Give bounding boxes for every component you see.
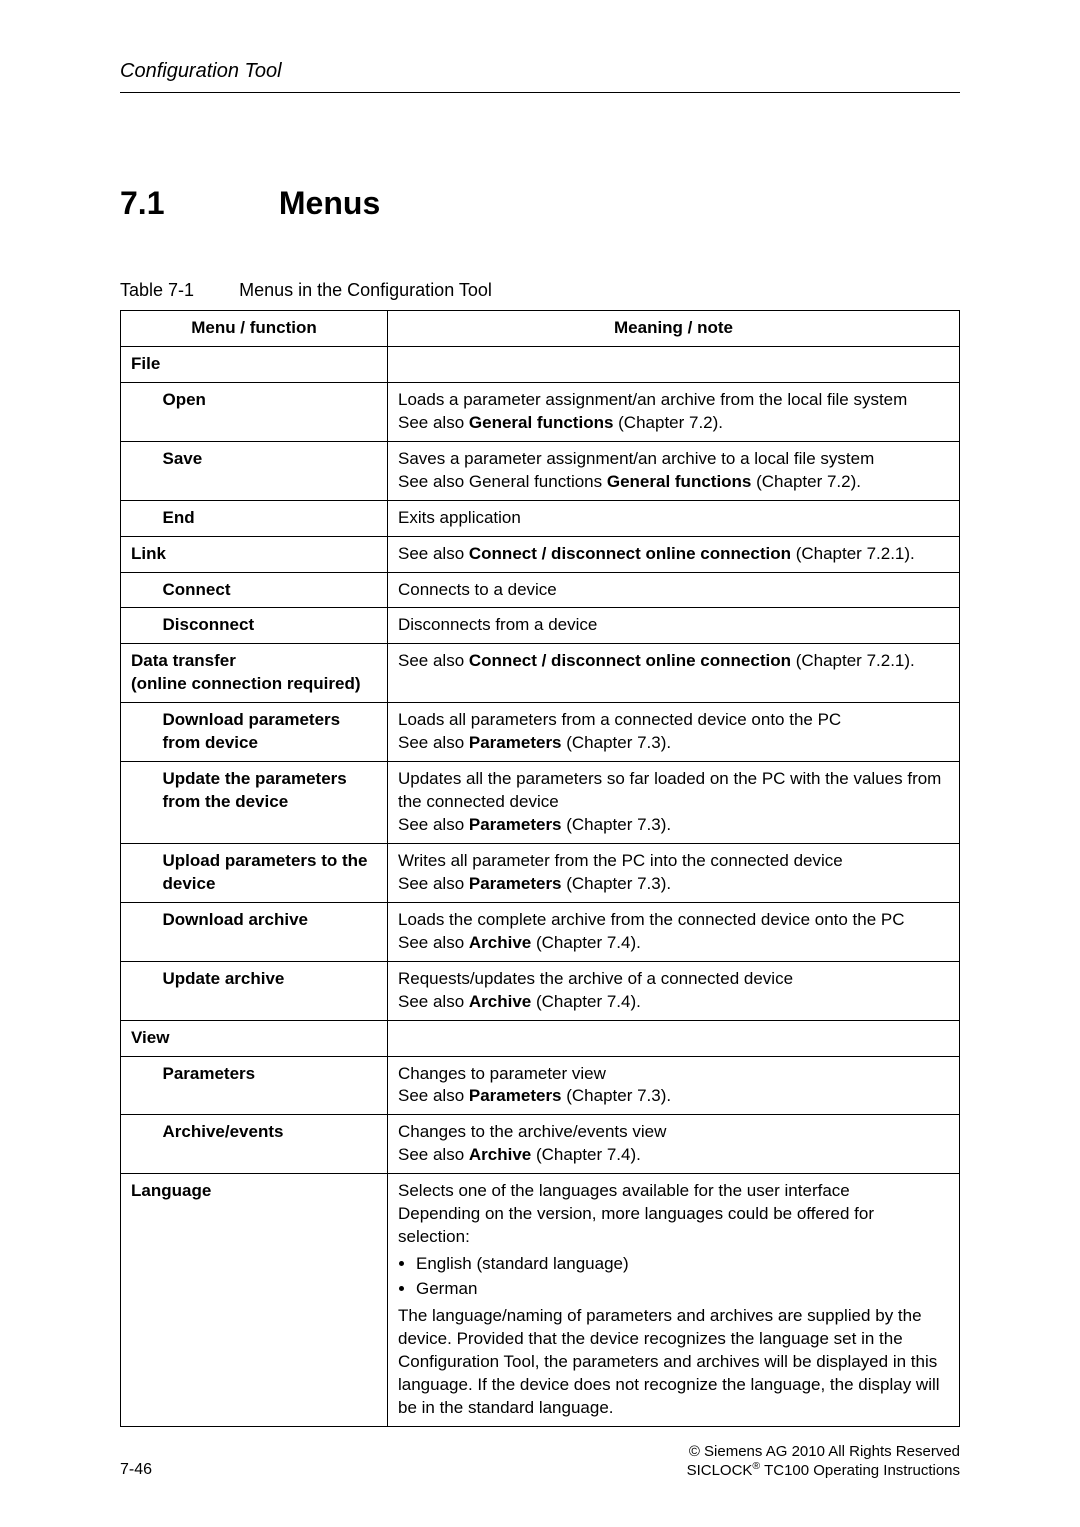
note-cell: Loads a parameter assignment/an archive … [388,382,960,441]
note-cell: Changes to parameter viewSee also Parame… [388,1056,960,1115]
copyright-line: © Siemens AG 2010 All Rights Reserved [687,1443,960,1460]
note-cell [388,1020,960,1056]
page-footer: 7-46 © Siemens AG 2010 All Rights Reserv… [120,1443,960,1479]
function-cell: Archive/events [153,1115,388,1174]
group-label: File [121,346,388,382]
function-cell: Parameters [153,1056,388,1115]
section-number: 7.1 [120,185,270,222]
table-row: View [121,1020,960,1056]
indent-cell [121,608,153,644]
table-row: File [121,346,960,382]
table-row: ParametersChanges to parameter viewSee a… [121,1056,960,1115]
note-cell: See also Connect / disconnect online con… [388,536,960,572]
indent-cell [121,1115,153,1174]
function-cell: Open [153,382,388,441]
running-header: Configuration Tool [120,60,960,83]
table-row: SaveSaves a parameter assignment/an arch… [121,441,960,500]
table-row: EndExits application [121,500,960,536]
table-row: Download archiveLoads the complete archi… [121,902,960,961]
function-cell: Connect [153,572,388,608]
table-row: LinkSee also Connect / disconnect online… [121,536,960,572]
group-label: View [121,1020,388,1056]
indent-cell [121,961,153,1020]
table-row: Update archiveRequests/updates the archi… [121,961,960,1020]
table-row: DisconnectDisconnects from a device [121,608,960,644]
function-cell: Disconnect [153,608,388,644]
note-cell: Disconnects from a device [388,608,960,644]
note-cell: Loads the complete archive from the conn… [388,902,960,961]
function-cell: Update archive [153,961,388,1020]
indent-cell [121,500,153,536]
table-row: Upload parameters to the deviceWrites al… [121,843,960,902]
note-cell: See also Connect / disconnect online con… [388,644,960,703]
table-row: LanguageSelects one of the languages ava… [121,1174,960,1426]
col-header-note: Meaning / note [388,311,960,347]
indent-cell [121,843,153,902]
function-cell: End [153,500,388,536]
indent-cell [121,441,153,500]
indent-cell [121,703,153,762]
product-name: SICLOCK [687,1462,753,1479]
registered-mark: ® [752,1460,760,1472]
indent-cell [121,902,153,961]
table-head-row: Menu / function Meaning / note [121,311,960,347]
group-label: Language [121,1174,388,1426]
indent-cell [121,1056,153,1115]
product-suffix: TC100 Operating Instructions [760,1462,960,1479]
page-number: 7-46 [120,1461,152,1479]
function-cell: Download archive [153,902,388,961]
group-label: Link [121,536,388,572]
table-row: Archive/eventsChanges to the archive/eve… [121,1115,960,1174]
table-caption-text: Menus in the Configuration Tool [239,280,492,300]
table-row: Update the parameters from the deviceUpd… [121,762,960,844]
indent-cell [121,382,153,441]
note-cell: Changes to the archive/events viewSee al… [388,1115,960,1174]
col-header-menu: Menu / function [121,311,388,347]
list-item: English (standard language) [416,1253,949,1276]
table-caption: Table 7-1 Menus in the Configuration Too… [120,280,492,301]
table-row: ConnectConnects to a device [121,572,960,608]
indent-cell [121,762,153,844]
note-cell: Requests/updates the archive of a connec… [388,961,960,1020]
indent-cell [121,572,153,608]
function-cell: Update the parameters from the device [153,762,388,844]
table-row: Download parameters from deviceLoads all… [121,703,960,762]
header-rule [120,92,960,93]
function-cell: Save [153,441,388,500]
section-heading: 7.1 Menus [120,185,380,222]
note-cell: Exits application [388,500,960,536]
note-cell: Selects one of the languages available f… [388,1174,960,1426]
product-line: SICLOCK® TC100 Operating Instructions [687,1460,960,1479]
note-cell: Connects to a device [388,572,960,608]
menu-table: Menu / function Meaning / note FileOpenL… [120,310,960,1427]
note-cell: Updates all the parameters so far loaded… [388,762,960,844]
function-cell: Download parameters from device [153,703,388,762]
note-cell: Writes all parameter from the PC into th… [388,843,960,902]
note-cell [388,346,960,382]
table-row: OpenLoads a parameter assignment/an arch… [121,382,960,441]
function-cell: Upload parameters to the device [153,843,388,902]
note-cell: Saves a parameter assignment/an archive … [388,441,960,500]
table-caption-label: Table 7-1 [120,280,194,300]
group-label: Data transfer(online connection required… [121,644,388,703]
section-title: Menus [279,185,380,221]
table-row: Data transfer(online connection required… [121,644,960,703]
note-cell: Loads all parameters from a connected de… [388,703,960,762]
list-item: German [416,1278,949,1301]
